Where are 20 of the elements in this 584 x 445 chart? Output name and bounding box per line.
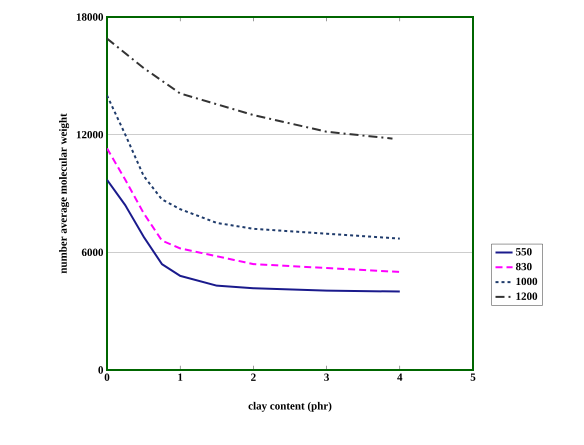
x-tick-label: 4: [397, 374, 402, 381]
y-tick-label: 6000: [82, 248, 104, 256]
x-tick-label: 2: [251, 374, 256, 381]
y-tick-label: 12000: [76, 130, 104, 138]
x-axis-title: clay content (phr): [248, 402, 332, 412]
x-tick-label: 0: [104, 374, 110, 381]
line-series: [107, 94, 401, 240]
line-series: [107, 38, 394, 140]
line-series: [107, 178, 401, 293]
x-tick-label: 5: [470, 374, 476, 381]
y-axis-title: number average molecular weight: [59, 113, 70, 274]
y-tick-label: 18000: [76, 13, 104, 21]
legend-label: 550: [516, 248, 532, 256]
line-series: [107, 147, 401, 273]
x-tick-label: 3: [324, 374, 329, 381]
legend-label: 830: [516, 262, 532, 270]
legend-label: 1200: [516, 292, 538, 300]
y-tick-label: 0: [98, 366, 104, 374]
legend-label: 1000: [516, 278, 538, 286]
x-tick-label: 1: [178, 374, 182, 381]
